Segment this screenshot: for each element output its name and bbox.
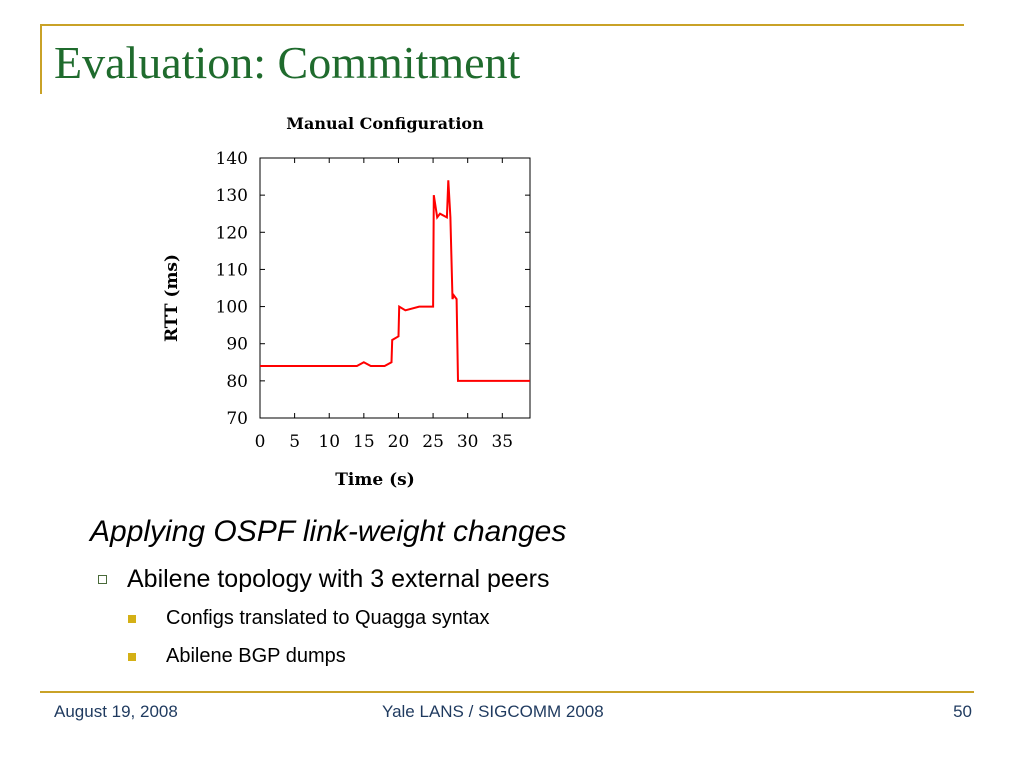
x-tick-label: 25: [422, 432, 444, 452]
footer-divider: [40, 691, 974, 693]
y-tick-label: 140: [216, 149, 248, 169]
bullet-heading: Applying OSPF link-weight changes: [90, 515, 567, 548]
x-tick-label: 35: [491, 432, 513, 452]
footer-date: August 19, 2008: [54, 702, 178, 721]
slide-title: Evaluation: Commitment: [54, 37, 521, 88]
x-tick-label: 0: [255, 432, 266, 452]
x-tick-label: 20: [388, 432, 410, 452]
x-tick-label: 5: [289, 432, 300, 452]
y-tick-label: 130: [216, 186, 248, 206]
frame-left-line: [40, 24, 42, 94]
y-tick-label: 90: [226, 335, 248, 355]
bullet-level2-item: Configs translated to Quagga syntax: [128, 607, 490, 630]
footer-page-number: 50: [953, 702, 972, 721]
y-tick-label: 110: [216, 260, 248, 280]
bullet-level1: Abilene topology with 3 external peers: [98, 565, 550, 594]
y-tick-label: 80: [226, 372, 248, 392]
x-tick-label: 10: [318, 432, 340, 452]
rtt-chart: Manual Configuration70809010011012013014…: [162, 114, 531, 490]
filled-square-bullet-icon: [128, 652, 136, 661]
bullet-level1-text: Abilene topology with 3 external peers: [127, 565, 550, 593]
rtt-series-line: [260, 180, 530, 382]
x-axis-label: Time (s): [335, 470, 415, 490]
footer-venue: Yale LANS / SIGCOMM 2008: [382, 702, 604, 721]
plot-frame: [259, 157, 531, 419]
y-tick-label: 70: [226, 409, 248, 429]
bullet-level2-item: Abilene BGP dumps: [128, 645, 346, 668]
hollow-square-bullet-icon: [98, 575, 107, 584]
x-tick-label: 15: [353, 432, 375, 452]
frame-top-line: [40, 24, 964, 26]
bullet-level2-text: Abilene BGP dumps: [166, 645, 346, 667]
bullet-level2-text: Configs translated to Quagga syntax: [166, 607, 490, 629]
y-tick-label: 120: [216, 223, 248, 243]
filled-square-bullet-icon: [128, 614, 136, 623]
chart-title: Manual Configuration: [286, 114, 484, 133]
x-tick-label: 30: [457, 432, 479, 452]
y-axis-label: RTT (ms): [162, 254, 182, 342]
y-tick-label: 100: [216, 298, 248, 318]
